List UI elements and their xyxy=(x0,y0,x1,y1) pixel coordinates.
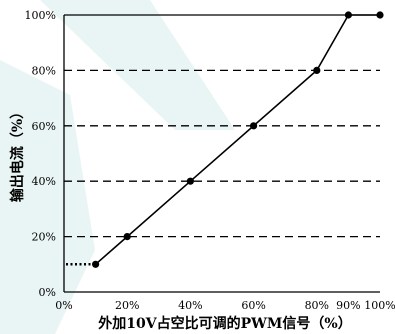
data-point xyxy=(123,233,131,241)
y-tick-label: 20% xyxy=(32,231,56,244)
y-tick-label: 60% xyxy=(32,120,56,133)
data-point xyxy=(313,66,321,74)
x-tick-label: 60% xyxy=(241,299,265,312)
y-tick-label: 0% xyxy=(39,286,56,299)
y-tick-label: 80% xyxy=(32,64,56,77)
tick-labels: 0% 20% 40% 60% 80% 100% 0% 20% 40% 60% 80% 90% 100% xyxy=(25,9,395,312)
axes xyxy=(63,15,380,293)
x-tick-label: 0% xyxy=(55,299,72,312)
x-tick-label: 40% xyxy=(178,299,202,312)
series xyxy=(66,11,384,268)
x-tick-label: 100% xyxy=(364,299,395,312)
data-point xyxy=(186,177,194,185)
data-point xyxy=(376,11,384,19)
x-tick-label: 20% xyxy=(115,299,139,312)
x-tick-label: 80% xyxy=(305,299,329,312)
y-tick-label: 100% xyxy=(25,9,56,22)
watermark-stripe xyxy=(40,0,235,130)
grid xyxy=(64,14,380,238)
data-point xyxy=(250,122,258,130)
y-tick-label: 40% xyxy=(32,175,56,188)
watermark-shape xyxy=(0,0,235,334)
data-point xyxy=(344,11,352,19)
data-point xyxy=(92,260,100,268)
x-axis-label: 外加10V占空比可调的PWM信号（%） xyxy=(98,315,351,332)
y-axis-label: 输出电流（%） xyxy=(9,105,26,202)
x-tick-label: 90% xyxy=(336,299,360,312)
